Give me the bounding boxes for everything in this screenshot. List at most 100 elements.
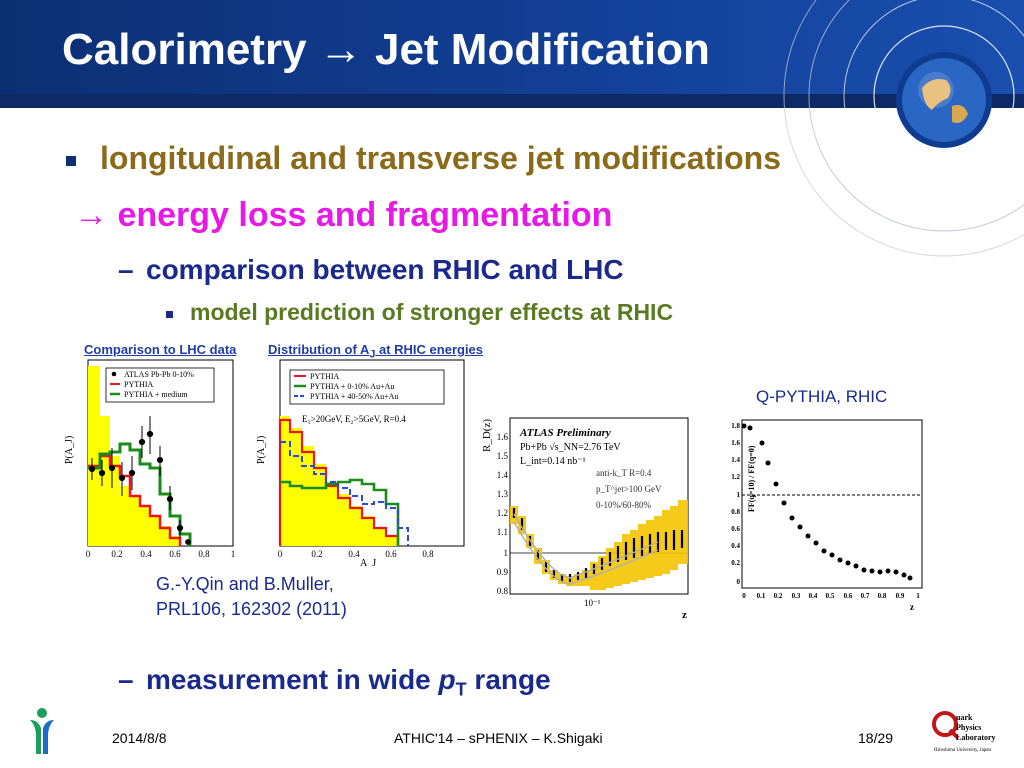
qp-xtick: 0.5 [826,592,835,600]
lhc-xtick: 0.4 [140,549,152,559]
qp-ytick: 1.4 [731,456,740,464]
atlas-algo: anti-k_T R=0.4 [596,468,652,478]
qp-xtick: 0.3 [792,592,801,600]
rhic-xtick: 0.8 [422,549,434,559]
citation: G.-Y.Qin and B.Muller, PRL106, 162302 (2… [156,572,347,622]
rhic-ylabel: P(A_J) [256,436,267,464]
rhic-xlabel: A_J [360,558,376,566]
qp-ytick: 0.4 [731,542,740,550]
bullet-jet-modifications: longitudinal and transverse jet modifica… [100,140,781,176]
qp-xtick: 0 [742,592,746,600]
lhc-legend-pythia-medium: PYTHIA + medium [124,390,188,399]
lhc-xtick: 0 [86,549,91,559]
qp-ylabel: FF(q=10) / FF(q=0) [747,445,756,512]
rhic-distribution-plot: PYTHIA PYTHIA + 0-10% Au+Au PYTHIA + 40-… [256,359,465,566]
atlas-ytick: 1.2 [497,508,508,518]
lhc-xtick: 0.6 [169,549,181,559]
atlas-lumi: L_int=0.14 nb⁻¹ [520,456,586,467]
qp-xtick: 0.7 [861,592,870,600]
lhc-legend-pythia: PYTHIA [124,380,154,389]
rhic-legend-central: PYTHIA + 0-10% Au+Au [310,382,394,391]
qp-ytick: 1.8 [731,422,740,430]
atlas-ylabel: R_D(z) [481,419,493,452]
atlas-ytick: 1.4 [497,470,509,480]
atlas-ytick: 1.3 [497,489,509,499]
logo-line-laboratory: Laboratory [956,733,996,742]
footer-date: 2014/8/8 [112,730,167,746]
rhic-xtick: 0.6 [385,549,397,559]
lhc-comparison-plot: ATLAS Pb-Pb 0-10% PYTHIA PYTHIA + medium… [64,359,236,559]
qp-xtick: 1 [916,592,920,600]
qpythia-label: Q-PYTHIA, RHIC [756,387,888,406]
footer-page-number: 18/29 [858,730,894,746]
atlas-ytick: 1 [504,548,509,558]
qp-ytick: 0.6 [731,525,740,533]
bullet-square-small [166,311,173,318]
qp-xlabel: z [910,602,914,612]
lhc-xtick: 0.2 [111,549,122,559]
logo-line-physics: Physics [956,723,981,732]
rhic-legend-pythia: PYTHIA [310,372,340,381]
qp-xtick: 0.4 [809,592,818,600]
lhc-ylabel: P(A_J) [64,436,75,464]
citation-authors: G.-Y.Qin and B.Muller, [156,574,334,594]
dash-marker: – [118,254,134,285]
qp-xtick: 0.2 [774,592,783,600]
atlas-ytick: 0.8 [497,586,509,596]
rhic-title-post: at RHIC energies [375,342,484,357]
rhic-xtick: 0.4 [348,549,360,559]
atlas-rdz-plot: ATLAS Preliminary Pb+Pb √s_NN=2.76 TeV L… [481,417,689,621]
atlas-ytick: 1.5 [497,451,509,461]
atlas-ytick: 1.1 [497,527,508,537]
footer-title: ATHIC'14 – sPHENIX – K.Shigaki [394,730,603,746]
lhc-xtick: 0.8 [198,549,210,559]
atlas-xlabel: z [682,609,687,621]
pt-symbol: p [438,664,456,695]
qp-ytick: 1.6 [731,439,740,447]
bullet-rhic-lhc: comparison between RHIC and LHC [146,254,624,285]
bullet-wide-pt-range: measurement in wide pT range [146,664,551,701]
bullet-model-prediction: model prediction of stronger effects at … [190,299,674,325]
rhic-cuts-note: E₁>20GeV, E₂>5GeV, R=0.4 [302,414,406,424]
dash-marker: – [118,664,134,695]
logo-line-university: Hiroshima University, Japan [934,748,992,753]
qp-xtick: 0.6 [844,592,853,600]
atlas-centrality: 0-10%/60-80% [596,500,651,510]
rhic-title-sub: J [369,348,376,361]
globe-icon [896,52,992,148]
slide-title: Calorimetry → Jet Modification [62,25,710,74]
atlas-title: ATLAS Preliminary [519,427,611,439]
bullet-square [66,156,76,166]
atlas-ptcut: p_T^jet>100 GeV [596,484,662,494]
decorative-rings [783,0,1024,257]
qp-xtick: 0.9 [896,592,905,600]
bullet-energy-loss: → energy loss and fragmentation [74,196,613,234]
rhic-plot-title: Distribution of AJ at RHIC energies [268,342,483,361]
qpythia-ratio-plot: FF(q=10) / FF(q=0) 1.8 1.6 1.4 1.2 1 0.8… [731,419,923,612]
atlas-energy: Pb+Pb √s_NN=2.76 TeV [520,442,621,453]
atlas-xtick: 10⁻¹ [584,598,601,608]
qp-xtick: 0.1 [757,592,766,600]
rhic-xtick: 0.2 [311,549,322,559]
atlas-ytick: 0.9 [497,567,509,577]
pt-text-pre: measurement in wide [146,664,439,695]
pt-subscript: T [455,679,467,700]
rhic-xtick: 0 [278,549,283,559]
qp-ytick: 0.8 [731,508,740,516]
rhic-legend-peripheral: PYTHIA + 40-50% Au+Au [310,392,398,401]
qp-xtick: 0.8 [878,592,887,600]
atlas-ytick: 1.6 [497,432,509,442]
qp-ytick: 0 [737,578,741,586]
qp-ytick: 0.2 [731,559,740,567]
quark-physics-lab-logo: uark Physics Laboratory Hiroshima Univer… [932,711,996,753]
pt-text-post: range [466,664,551,695]
lhc-plot-title: Comparison to LHC data [84,342,237,357]
qp-ytick: 1.2 [731,473,740,481]
title-bar-stripe [0,94,1024,108]
citation-journal: PRL106, 162302 (2011) [156,599,347,619]
hiroshima-logo-icon [30,708,54,754]
lhc-legend-atlas: ATLAS Pb-Pb 0-10% [124,370,194,379]
lhc-xtick: 1 [231,549,236,559]
logo-line-uark: uark [956,713,973,722]
qp-ytick: 1 [737,491,741,499]
